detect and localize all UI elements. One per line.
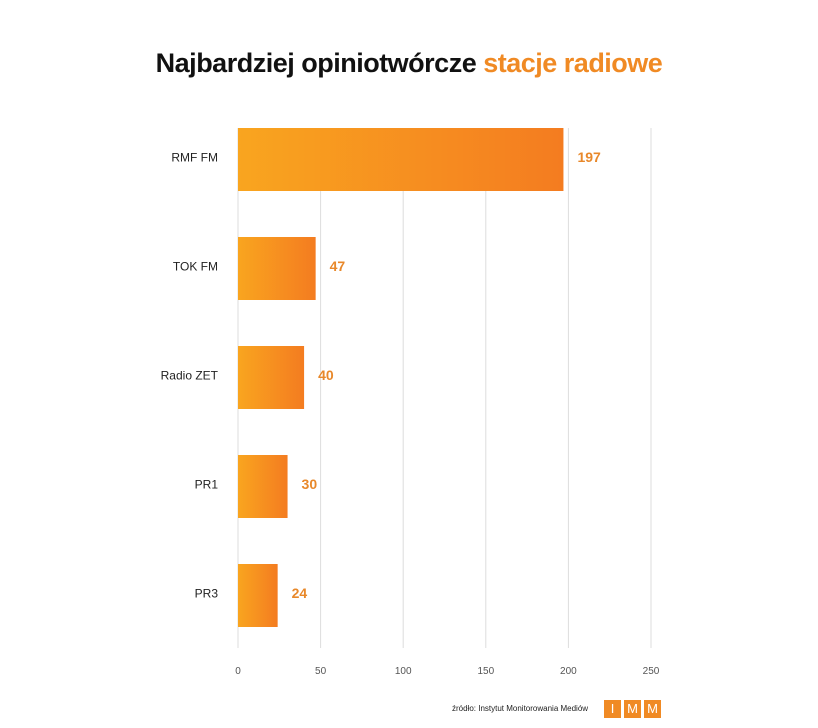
chart-title-accent: stacje radiowe	[483, 48, 663, 78]
category-label: Radio ZET	[161, 369, 219, 383]
chart-title: Najbardziej opiniotwórcze stacje radiowe	[0, 48, 818, 79]
category-label: TOK FM	[173, 260, 218, 274]
x-tick-label: 0	[235, 666, 241, 677]
x-tick-label: 50	[315, 666, 327, 677]
category-label: RMF FM	[171, 151, 218, 165]
bar	[238, 128, 564, 191]
bar	[238, 346, 305, 409]
logo-letter: I	[604, 700, 621, 718]
x-tick-label: 250	[643, 666, 660, 677]
x-tick-label: 100	[395, 666, 412, 677]
bar	[238, 237, 316, 300]
imm-logo: I M M	[604, 700, 661, 718]
bar-chart: 0 50 100 150 200 250 RMF FM 197 TOK FM 47 Radio ZE…	[161, 128, 660, 677]
value-label: 40	[318, 367, 334, 383]
labels: 0 50 100 150 200 250 RMF FM 197 TOK FM 47 Radio ZE…	[161, 149, 660, 677]
category-label: PR1	[195, 478, 219, 492]
x-tick-label: 200	[560, 666, 577, 677]
logo-letter: M	[624, 700, 641, 718]
value-label: 24	[292, 585, 308, 601]
chart-title-main: Najbardziej opiniotwórcze	[155, 48, 477, 78]
value-label: 47	[330, 258, 346, 274]
category-label: PR3	[195, 587, 219, 601]
bars	[238, 128, 564, 627]
bar	[238, 455, 288, 518]
bar	[238, 564, 278, 627]
logo-letter: M	[644, 700, 661, 718]
x-tick-label: 150	[477, 666, 494, 677]
value-label: 197	[577, 149, 601, 165]
source-note: źródło: Instytut Monitorowania Mediów	[452, 704, 589, 713]
value-label: 30	[302, 476, 318, 492]
